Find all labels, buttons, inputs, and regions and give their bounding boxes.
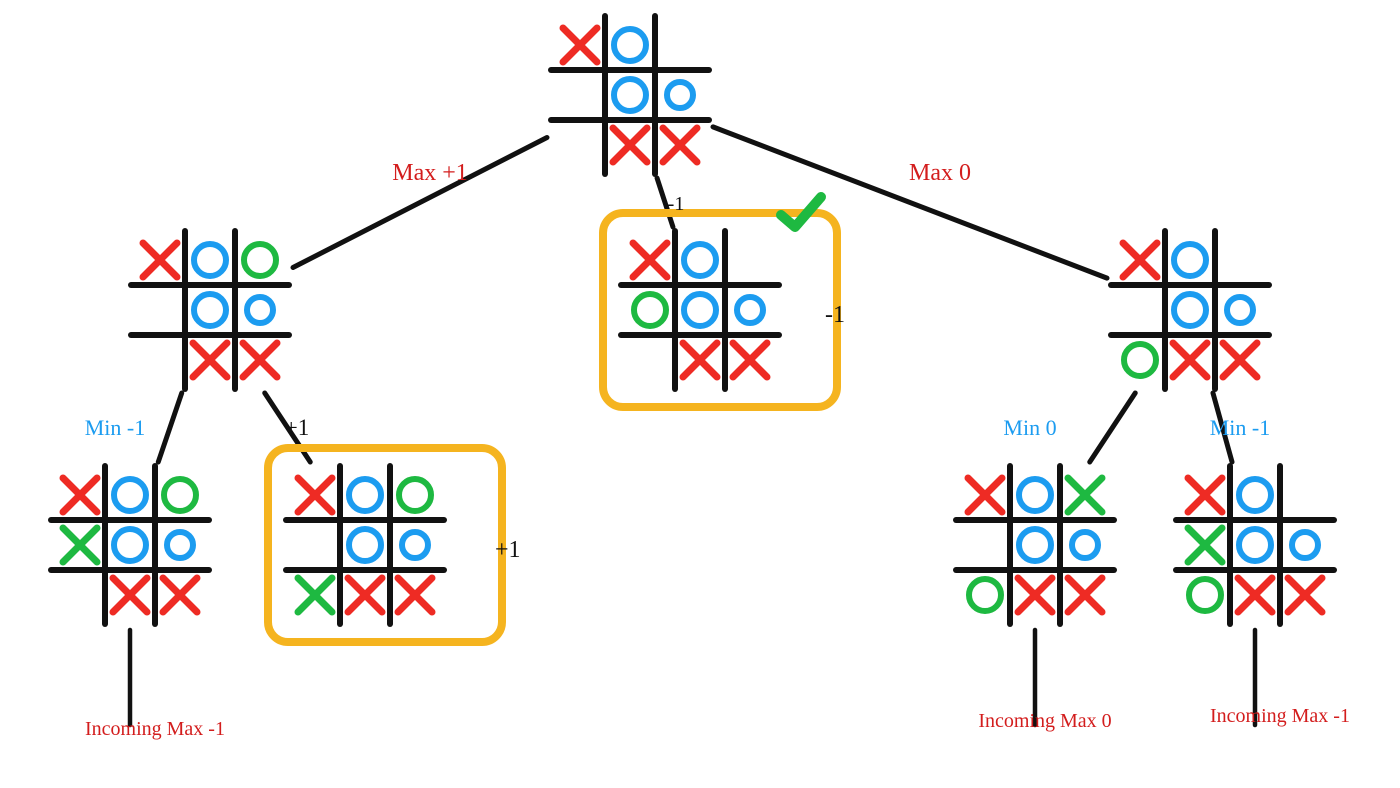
- tree-edge: [1090, 393, 1136, 462]
- tree-label: Min -1: [1210, 415, 1271, 440]
- tree-label: +1: [285, 415, 309, 440]
- board-score: +1: [495, 537, 521, 563]
- tree-label: Incoming Max -1: [85, 718, 225, 740]
- minimax-tictactoe-tree: -1 +1 Max +1 -1 Max 0 Min -1 +1 Min 0 Min -1 Inco…: [0, 0, 1400, 788]
- board-score: -1: [825, 302, 845, 328]
- tree-label: Max 0: [909, 160, 971, 186]
- tree-edge: [158, 393, 181, 462]
- tree-label: Min -1: [85, 415, 146, 440]
- tree-edge: [713, 127, 1107, 278]
- tree-label: Max +1: [392, 160, 468, 186]
- tree-label: -1: [668, 193, 685, 215]
- tree-label: Incoming Max -1: [1210, 705, 1350, 727]
- tree-label: Min 0: [1003, 415, 1056, 440]
- tree-edge: [293, 137, 547, 267]
- tree-label: Incoming Max 0: [978, 710, 1111, 732]
